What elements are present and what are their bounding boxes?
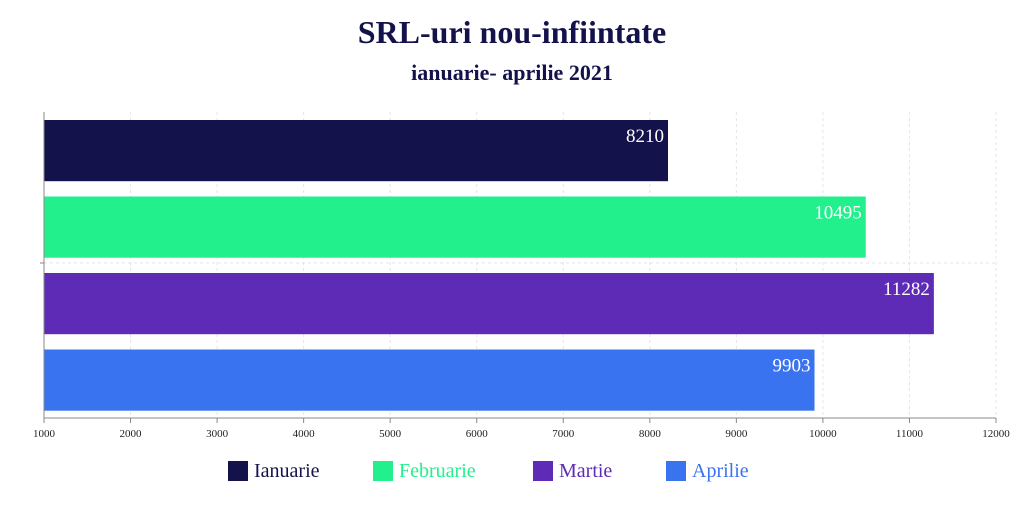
data-label-aprilie: 9903 (773, 356, 811, 377)
x-tick-label: 10000 (809, 428, 837, 440)
legend-swatch (666, 461, 686, 481)
x-tick-label: 4000 (293, 428, 316, 440)
chart-legend: Ianuarie Februarie Martie Aprilie (0, 460, 1024, 486)
x-tick-label: 5000 (379, 428, 402, 440)
legend-item-aprilie[interactable]: Aprilie (666, 460, 749, 482)
legend-swatch (533, 461, 553, 481)
legend-label: Ianuarie (254, 460, 320, 482)
chart-subtitle: ianuarie- aprilie 2021 (411, 60, 613, 85)
legend-swatch (228, 461, 248, 481)
bar-februarie (44, 196, 866, 258)
chart-title: SRL-uri nou-infiintate (357, 14, 667, 50)
x-tick-label: 1000 (33, 428, 56, 440)
legend-label: Martie (559, 460, 613, 482)
x-tick-label: 12000 (982, 428, 1010, 440)
x-tick-label: 9000 (725, 428, 748, 440)
bar-aprilie (44, 349, 815, 411)
bar-ianuarie (44, 120, 668, 182)
legend-swatch (373, 461, 393, 481)
x-tick-label: 11000 (896, 428, 924, 440)
legend-label: Aprilie (692, 460, 749, 482)
legend-item-ianuarie[interactable]: Ianuarie (228, 460, 320, 482)
x-tick-label: 7000 (552, 428, 575, 440)
x-tick-label: 2000 (120, 428, 143, 440)
legend-item-februarie[interactable]: Februarie (373, 460, 476, 482)
bar-martie (44, 273, 934, 335)
x-tick-label: 6000 (466, 428, 489, 440)
x-tick-label: 3000 (206, 428, 229, 440)
legend-item-martie[interactable]: Martie (533, 460, 612, 482)
data-label-februarie: 10495 (814, 203, 862, 224)
legend-label: Februarie (399, 460, 476, 482)
data-label-martie: 11282 (883, 279, 930, 300)
data-label-ianuarie: 8210 (626, 126, 664, 147)
x-tick-label: 8000 (639, 428, 662, 440)
